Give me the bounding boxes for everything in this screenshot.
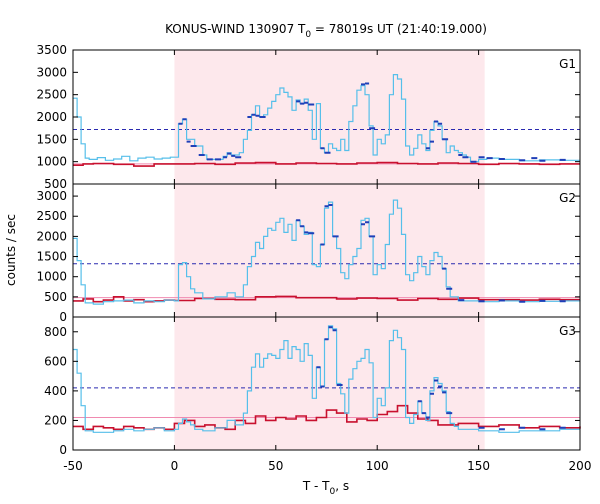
y-tick-label: 1000 [36, 155, 67, 169]
light-curve-series [73, 199, 581, 305]
panel-g3: 0 200 400 600 800 G3 [44, 316, 581, 457]
xlabel-rest: , s [335, 479, 349, 493]
panel-g2: 0 500 1000 1500 2000 2500 3000 G2 [36, 183, 581, 324]
y-tick-label: 1000 [36, 270, 67, 284]
y-tick-label: 200 [44, 413, 67, 427]
title-sub: 0 [305, 30, 311, 40]
y-tick-label: 3500 [36, 43, 67, 57]
y-tick-label: 0 [59, 443, 67, 457]
panel-label: G1 [559, 57, 576, 71]
y-tick-label: 1500 [36, 250, 67, 264]
y-tick-label: 400 [44, 384, 67, 398]
chart-title: KONUS-WIND 130907 T0 = 78019s UT (21:40:… [165, 22, 487, 40]
x-tick-label: 150 [467, 459, 490, 473]
y-axis-label: counts / sec [4, 214, 18, 286]
panel-frame [72, 316, 581, 451]
xlabel-main: T - T [302, 479, 330, 493]
y-tick-label: 500 [44, 177, 67, 191]
x-axis-label: T - T0, s [302, 479, 349, 497]
dark-series-segments [178, 82, 566, 163]
y-tick-label: 1500 [36, 132, 67, 146]
y-tick-label: 3000 [36, 189, 67, 203]
y-tick-label: 2500 [36, 209, 67, 223]
x-tick-label: 50 [268, 459, 283, 473]
y-tick-label: 600 [44, 354, 67, 368]
shaded-interval [174, 50, 485, 184]
title-rest: = 78019s UT (21:40:19.000) [311, 22, 487, 36]
y-tick-label: 500 [44, 290, 67, 304]
y-tick-label: 2000 [36, 110, 67, 124]
x-tick-label: 100 [366, 459, 389, 473]
y-tick-label: 800 [44, 325, 67, 339]
background-series [73, 295, 580, 303]
background-series [73, 161, 580, 167]
shaded-interval [174, 184, 485, 317]
dark-series-segments [296, 204, 566, 303]
panel-label: G2 [559, 191, 576, 205]
panels-group: 500100015002000250030003500G105001000150… [36, 43, 591, 473]
x-tick-label: 0 [171, 459, 179, 473]
y-tick-label: 2000 [36, 229, 67, 243]
x-tick-label: -50 [63, 459, 83, 473]
x-tick-label: 200 [569, 459, 592, 473]
y-tick-label: 0 [59, 310, 67, 324]
xlabel-sub: 0 [330, 487, 336, 497]
dark-series-segments [316, 326, 566, 431]
y-tick-label: 3000 [36, 65, 67, 79]
y-tick-label: 2500 [36, 88, 67, 102]
panel-label: G3 [559, 324, 576, 338]
title-main: KONUS-WIND 130907 T [165, 22, 306, 36]
panel-g1: 500 1000 1500 2000 2500 3000 3500 G1 [36, 43, 581, 191]
